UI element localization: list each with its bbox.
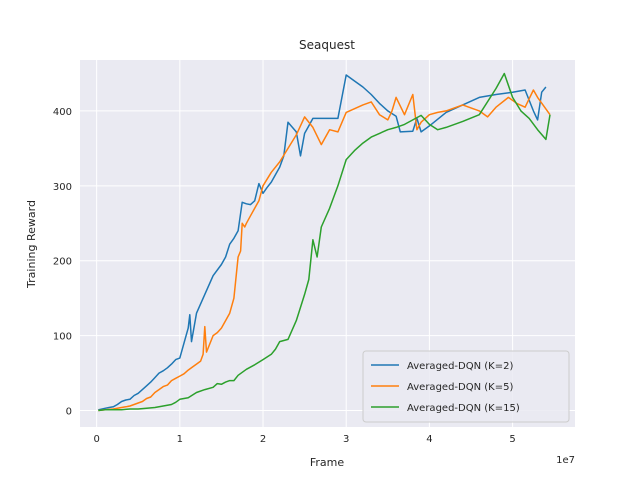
legend-entry-1: Averaged-DQN (K=2) (407, 361, 513, 372)
x-axis-ticks: 0 1 2 3 4 5 (93, 434, 515, 445)
legend-entry-2: Averaged-DQN (K=5) (407, 382, 513, 393)
x-axis-offset-label: 1e7 (556, 455, 575, 466)
y-tick-label: 400 (53, 107, 72, 118)
x-tick-label: 4 (426, 434, 432, 445)
x-axis-label: Frame (310, 456, 345, 469)
y-tick-label: 100 (53, 332, 72, 343)
x-tick-label: 0 (93, 434, 99, 445)
legend-box (362, 350, 570, 423)
x-tick-label: 3 (343, 434, 349, 445)
series-layer (98, 72, 551, 412)
legend-entry-3: Averaged-DQN (K=15) (407, 403, 520, 414)
y-tick-label: 300 (53, 182, 72, 193)
chart-title: Seaquest (299, 38, 355, 52)
legend: Averaged-DQN (K=2) Averaged-DQN (K=5) Aver… (362, 350, 570, 423)
series-line-2 (98, 89, 551, 412)
x-tick-label: 2 (260, 434, 266, 445)
series-line-3 (98, 72, 551, 412)
y-tick-label: 0 (66, 407, 72, 418)
y-axis-ticks: 0 100 200 300 400 (53, 107, 72, 418)
y-axis-label: Training Reward (25, 200, 38, 289)
x-tick-label: 1 (177, 434, 183, 445)
y-tick-label: 200 (53, 257, 72, 268)
x-tick-label: 5 (509, 434, 515, 445)
